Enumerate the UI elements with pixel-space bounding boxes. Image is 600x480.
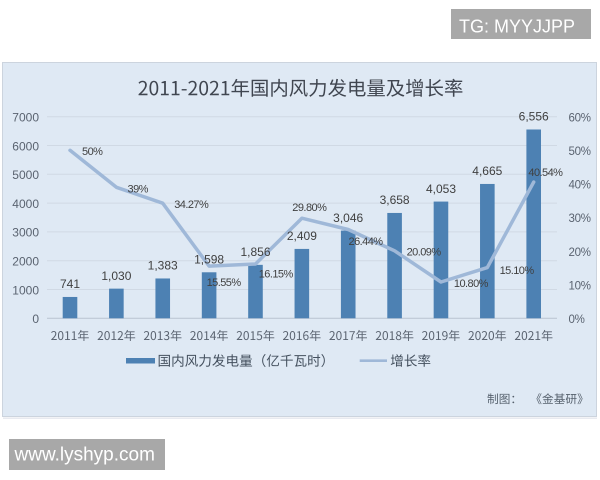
svg-text:4,053: 4,053: [426, 182, 456, 196]
svg-text:3,046: 3,046: [333, 211, 363, 225]
svg-text:10%: 10%: [569, 280, 591, 292]
svg-text:30%: 30%: [569, 213, 591, 225]
svg-text:50%: 50%: [82, 146, 103, 158]
svg-text:1000: 1000: [12, 283, 39, 297]
svg-text:26.44%: 26.44%: [349, 236, 384, 248]
svg-text:TG: MYYJJPP: TG: MYYJJPP: [459, 16, 575, 36]
svg-text:15.10%: 15.10%: [500, 265, 535, 277]
svg-text:0%: 0%: [569, 314, 585, 326]
svg-text:1,598: 1,598: [194, 253, 224, 267]
svg-text:2000: 2000: [12, 255, 39, 269]
svg-text:39%: 39%: [128, 183, 149, 195]
svg-text:1,383: 1,383: [148, 259, 178, 273]
svg-text:60%: 60%: [569, 112, 591, 124]
svg-text:3000: 3000: [12, 226, 39, 240]
svg-text:16.15%: 16.15%: [259, 269, 294, 281]
svg-text:20%: 20%: [569, 247, 591, 259]
svg-text:40.54%: 40.54%: [528, 167, 563, 179]
svg-text:7000: 7000: [12, 111, 39, 125]
svg-text:741: 741: [60, 277, 80, 291]
svg-text:2,409: 2,409: [287, 229, 317, 243]
svg-text:5000: 5000: [12, 168, 39, 182]
svg-text:50%: 50%: [569, 146, 591, 158]
svg-text:40%: 40%: [569, 180, 591, 192]
svg-text:10.80%: 10.80%: [454, 278, 489, 290]
svg-text:1,030: 1,030: [101, 269, 131, 283]
svg-text:0: 0: [32, 312, 39, 326]
svg-text:15.55%: 15.55%: [207, 277, 242, 289]
svg-text:34.27%: 34.27%: [174, 199, 209, 211]
svg-text:29.80%: 29.80%: [292, 202, 327, 214]
svg-text:3,658: 3,658: [380, 193, 410, 207]
svg-text:4,665: 4,665: [472, 164, 502, 178]
svg-text:20.09%: 20.09%: [407, 247, 442, 259]
svg-text:1,856: 1,856: [240, 245, 270, 259]
svg-text:6000: 6000: [12, 139, 39, 153]
svg-text:www.lyshyp.com: www.lyshyp.com: [14, 445, 155, 466]
svg-text:4000: 4000: [12, 197, 39, 211]
svg-text:6,556: 6,556: [519, 110, 549, 124]
